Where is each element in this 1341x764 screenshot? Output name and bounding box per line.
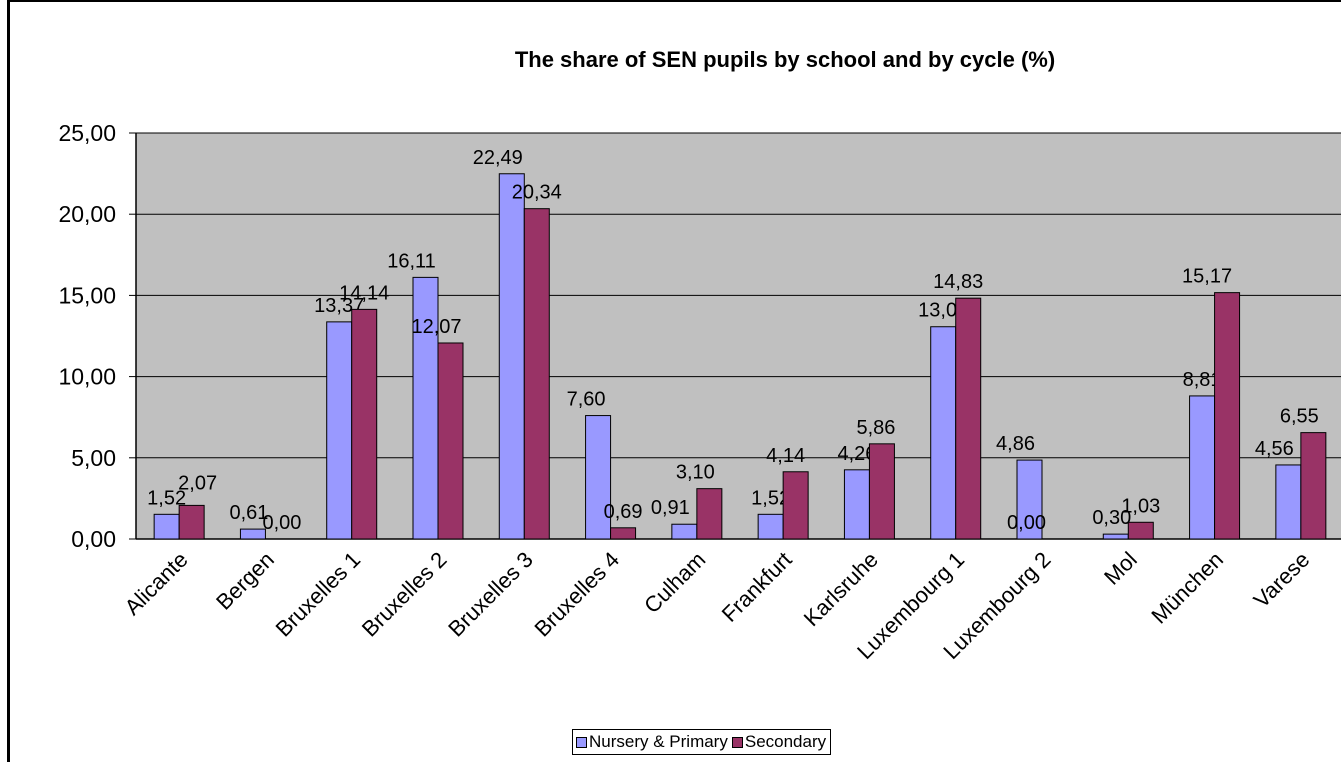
- bar-secondary-luxembourg-1: [955, 297, 982, 540]
- bar-nursery-primary-culham: [671, 523, 698, 540]
- data-label-secondary-luxembourg-2: 0,00: [1007, 512, 1046, 534]
- plot-area: 0,005,0010,0015,0020,0025,001,522,07Alic…: [58, 120, 1341, 664]
- data-label-nursery-primary-bruxelles-2: 16,11: [387, 250, 436, 272]
- y-tick-label: 10,00: [58, 364, 116, 390]
- bar-secondary-varese: [1300, 432, 1327, 540]
- legend-item-nursery-primary: Nursery & Primary: [576, 732, 728, 752]
- bar-secondary-bruxelles-2: [437, 342, 464, 540]
- legend-swatch-secondary: [731, 736, 743, 748]
- bar-secondary-mol: [1127, 521, 1154, 540]
- data-label-nursery-primary-m-nchen: 8,81: [1183, 369, 1222, 391]
- data-label-nursery-primary-varese: 4,56: [1255, 438, 1294, 460]
- legend-label-nursery-primary: Nursery & Primary: [589, 732, 728, 751]
- bar-secondary-karlsruhe: [868, 443, 895, 540]
- data-label-secondary-bergen: 0,00: [262, 512, 301, 534]
- bar-secondary-bruxelles-3: [523, 208, 550, 540]
- x-tick-label: Culham: [639, 547, 710, 618]
- data-label-secondary-alicante: 2,07: [178, 472, 217, 494]
- legend-swatch-nursery-primary: [576, 736, 587, 748]
- data-label-nursery-primary-karlsruhe: 4,26: [837, 443, 876, 465]
- chart-frame: The share of SEN pupils by school and by…: [7, 0, 1341, 762]
- data-label-nursery-primary-bruxelles-3: 22,49: [473, 147, 523, 169]
- bar-nursery-primary-alicante: [153, 513, 180, 540]
- bar-nursery-primary-varese: [1275, 464, 1302, 540]
- data-label-nursery-primary-mol: 0,30: [1092, 507, 1131, 529]
- data-label-secondary-bruxelles-4: 0,69: [604, 501, 643, 523]
- bar-nursery-primary-mol: [1102, 533, 1129, 540]
- bar-secondary-bruxelles-4: [610, 527, 637, 540]
- x-tick-label: Bergen: [211, 547, 279, 615]
- data-label-secondary-bruxelles-1: 14,14: [339, 282, 389, 304]
- x-tick-label: Bruxelles 4: [529, 547, 624, 642]
- bar-secondary-culham: [696, 488, 723, 540]
- x-tick-label: Alicante: [120, 547, 193, 620]
- x-tick-label: München: [1146, 547, 1228, 629]
- bar-nursery-primary-bruxelles-1: [326, 321, 353, 540]
- bar-secondary-bruxelles-1: [351, 308, 378, 540]
- data-label-secondary-bruxelles-2: 12,07: [411, 316, 461, 338]
- bar-nursery-primary-bruxelles-4: [585, 415, 612, 540]
- bar-secondary-alicante: [178, 504, 205, 540]
- data-label-secondary-luxembourg-1: 14,83: [933, 271, 983, 293]
- bar-nursery-primary-frankfurt: [757, 513, 784, 540]
- y-tick-label: 15,00: [58, 282, 116, 308]
- legend-label-secondary: Secondary: [744, 732, 827, 751]
- data-label-secondary-varese: 6,55: [1280, 406, 1319, 428]
- data-label-secondary-frankfurt: 4,14: [766, 445, 805, 467]
- bar-nursery-primary-luxembourg-1: [930, 326, 957, 540]
- data-label-secondary-karlsruhe: 5,86: [856, 417, 895, 439]
- y-tick-label: 5,00: [71, 445, 116, 471]
- data-label-nursery-primary-frankfurt: 1,52: [751, 487, 790, 509]
- bar-chart: The share of SEN pupils by school and by…: [58, 47, 1341, 664]
- data-label-nursery-primary-bergen: 0,61: [229, 502, 268, 524]
- y-tick-label: 25,00: [58, 120, 116, 146]
- plot-background: [135, 132, 1341, 540]
- y-tick-label: 0,00: [71, 526, 116, 552]
- x-tick-label: Bruxelles 1: [271, 547, 366, 642]
- data-label-secondary-m-nchen: 15,17: [1182, 266, 1232, 288]
- x-tick-label: Varese: [1249, 547, 1315, 613]
- x-tick-label: Bruxelles 3: [443, 547, 538, 642]
- data-label-secondary-bruxelles-3: 20,34: [512, 182, 562, 204]
- bar-nursery-primary-bruxelles-3: [498, 173, 525, 540]
- bar-secondary-frankfurt: [782, 471, 809, 540]
- bar-secondary-m-nchen: [1214, 292, 1241, 540]
- x-tick-label: Karlsruhe: [799, 547, 883, 631]
- legend-item-secondary: Secondary: [731, 732, 827, 752]
- bar-nursery-primary-bergen: [239, 528, 266, 540]
- x-tick-label: Mol: [1099, 547, 1142, 590]
- x-tick-label: Frankfurt: [717, 547, 797, 627]
- data-label-nursery-primary-luxembourg-2: 4,86: [996, 433, 1035, 455]
- data-label-nursery-primary-alicante: 1,52: [147, 487, 186, 509]
- data-label-nursery-primary-bruxelles-4: 7,60: [567, 389, 606, 411]
- data-label-secondary-culham: 3,10: [676, 462, 715, 484]
- data-label-secondary-mol: 1,03: [1121, 495, 1160, 517]
- x-tick-label: Bruxelles 2: [357, 547, 452, 642]
- legend: Nursery & Primary Secondary: [572, 729, 832, 755]
- chart-title: The share of SEN pupils by school and by…: [515, 47, 1055, 72]
- y-tick-label: 20,00: [58, 201, 116, 227]
- bar-nursery-primary-m-nchen: [1189, 395, 1216, 540]
- bar-nursery-primary-luxembourg-2: [1016, 459, 1043, 540]
- bar-nursery-primary-karlsruhe: [843, 469, 870, 540]
- data-label-nursery-primary-culham: 0,91: [651, 497, 690, 519]
